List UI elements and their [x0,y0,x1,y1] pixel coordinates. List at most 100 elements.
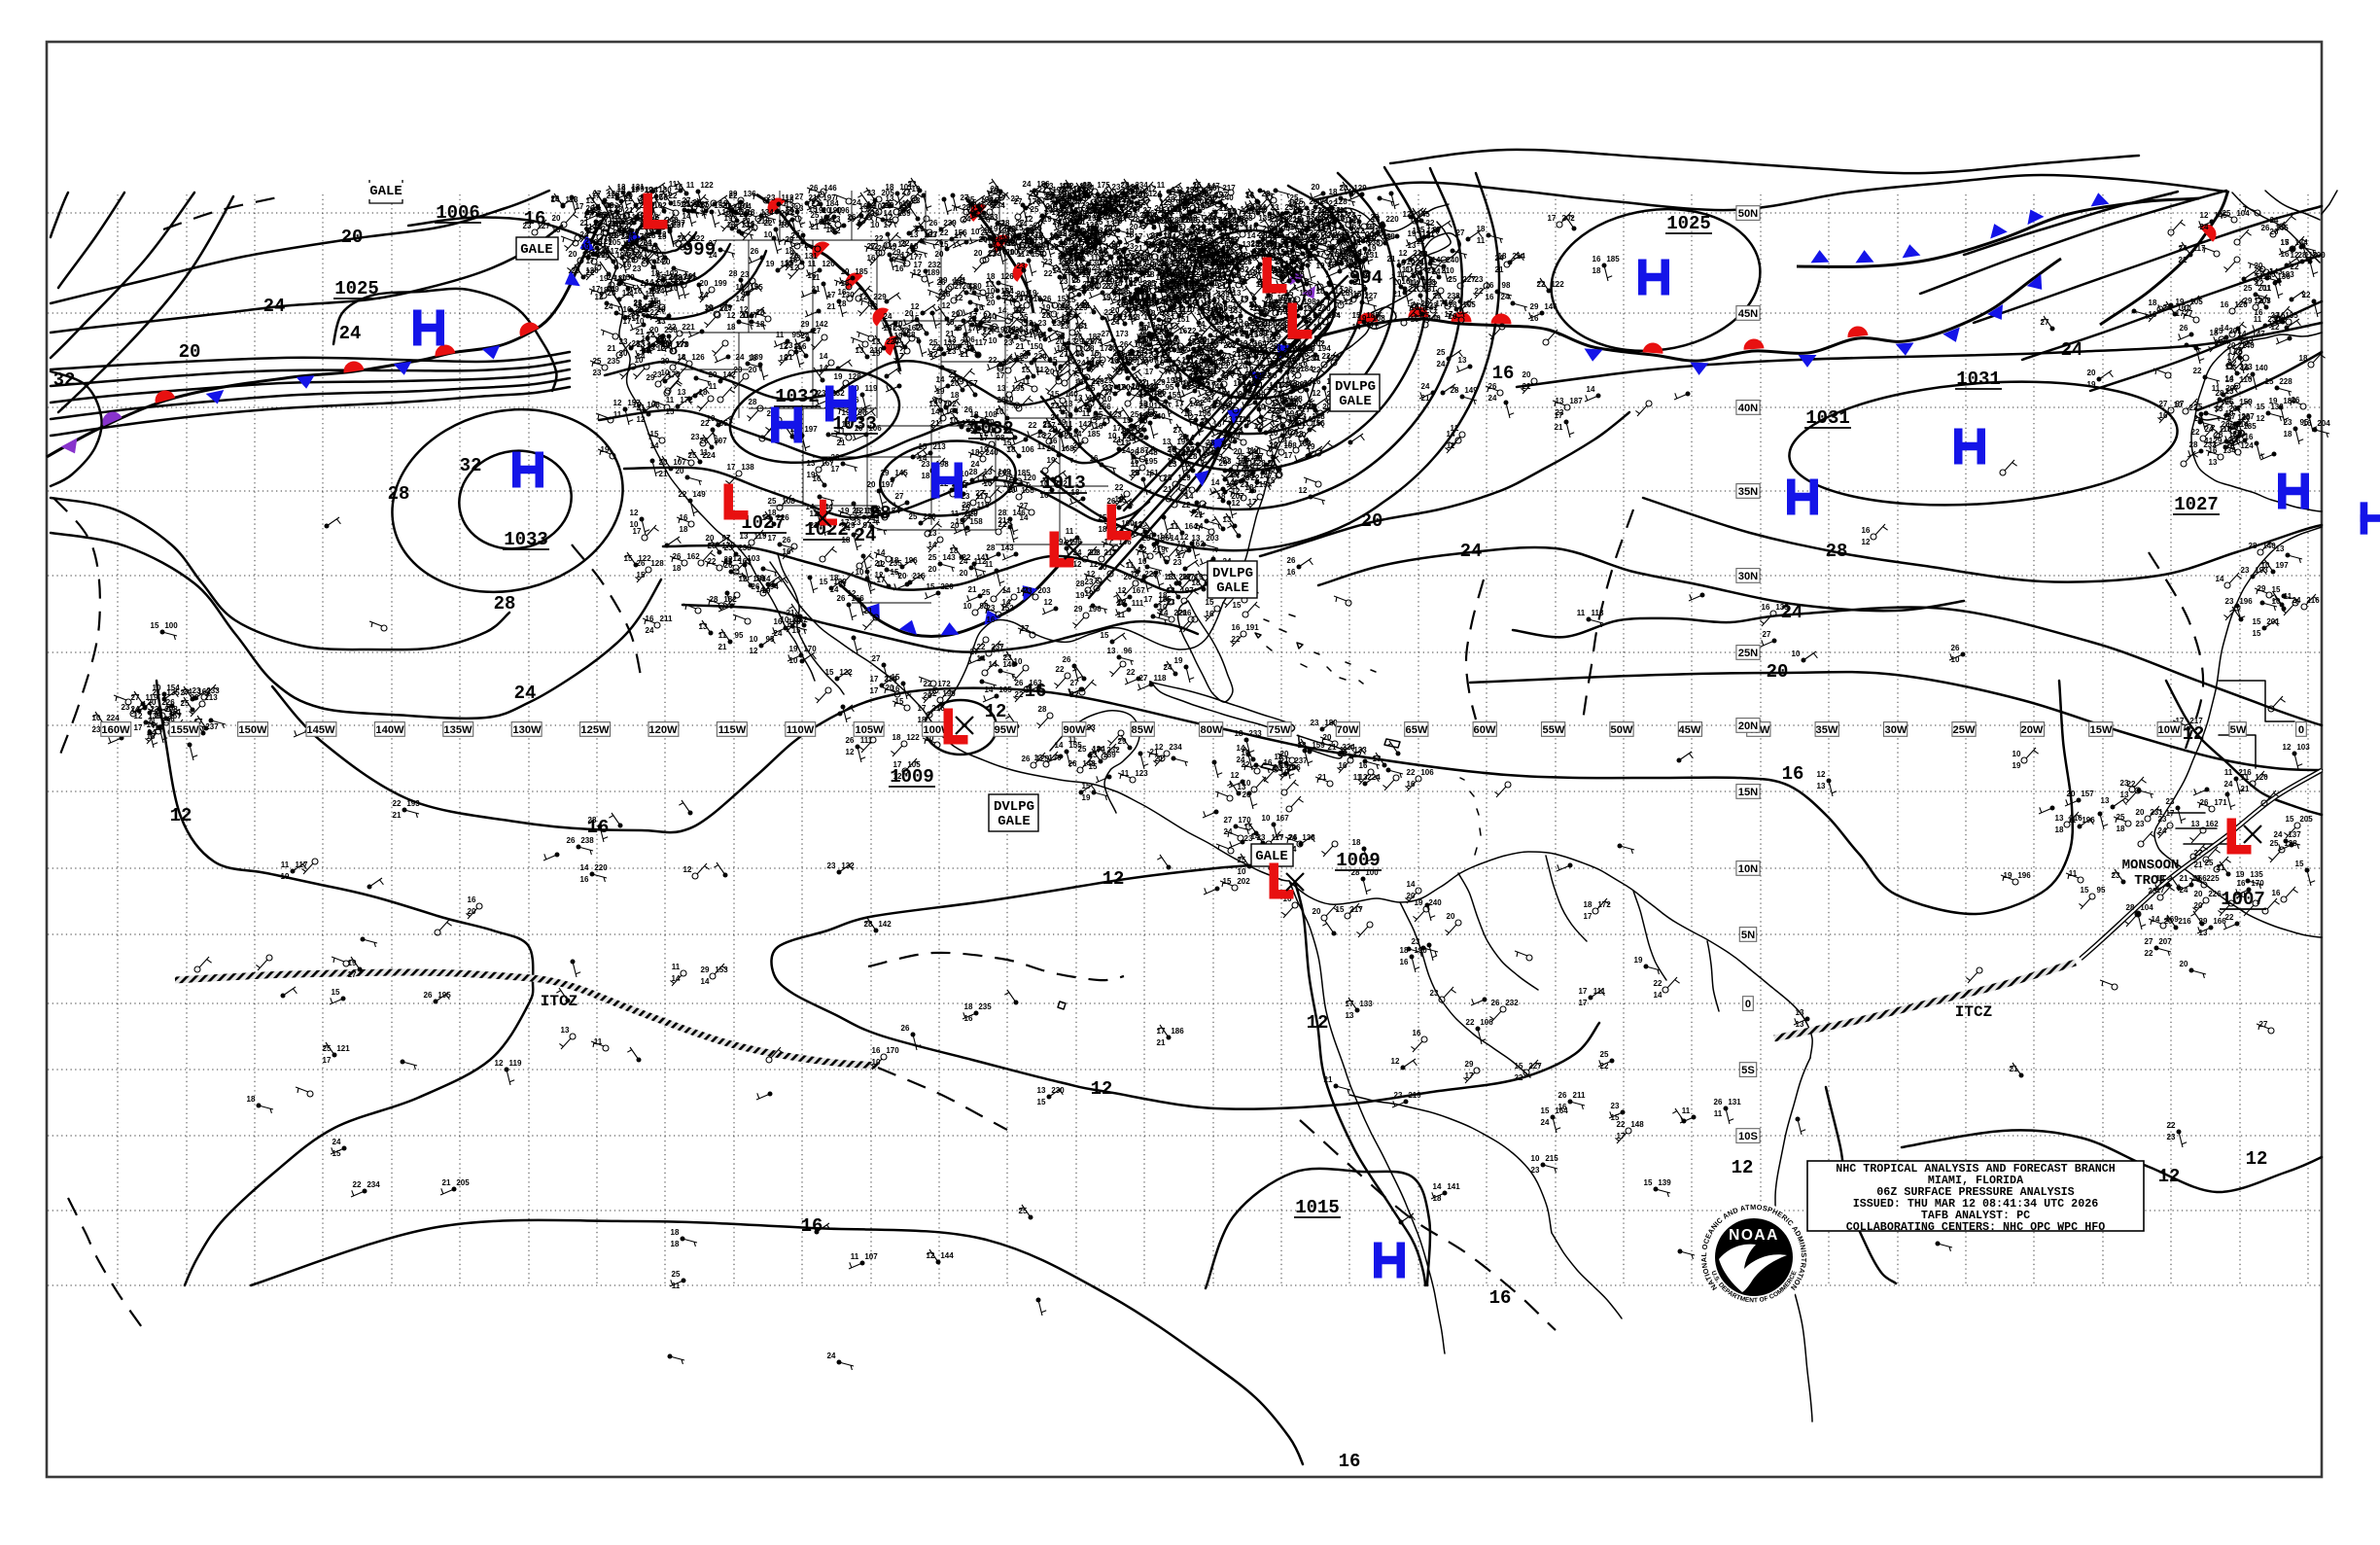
svg-text:18: 18 [1245,483,1254,492]
svg-text:105: 105 [1153,388,1167,397]
svg-text:25: 25 [811,211,820,220]
svg-text:14: 14 [1071,232,1080,241]
svg-text:13: 13 [1168,573,1176,581]
svg-text:12: 12 [1065,206,1073,215]
svg-text:11: 11 [594,1037,603,1046]
svg-text:12: 12 [664,273,673,282]
svg-text:141: 141 [1447,1182,1460,1191]
svg-text:19: 19 [670,272,679,281]
svg-text:217: 217 [1103,548,1117,557]
svg-text:1027: 1027 [2174,494,2219,515]
svg-text:186: 186 [1036,180,1050,189]
svg-text:234: 234 [1306,354,1319,363]
svg-text:133: 133 [1229,306,1242,315]
svg-text:28: 28 [864,920,873,929]
svg-text:116: 116 [952,278,964,287]
svg-text:20: 20 [1104,224,1113,232]
svg-text:161: 161 [1242,471,1256,479]
svg-text:221: 221 [682,323,695,332]
svg-text:11: 11 [1219,228,1228,236]
svg-text:11: 11 [2263,284,2272,293]
svg-text:16: 16 [2159,411,2168,420]
svg-text:15: 15 [1223,877,1232,886]
svg-text:14: 14 [931,407,940,416]
svg-text:120: 120 [1234,362,1247,370]
svg-text:173: 173 [1077,238,1091,247]
svg-text:14: 14 [1163,295,1172,303]
svg-text:129: 129 [1152,378,1166,387]
svg-text:17: 17 [592,192,601,200]
svg-text:16: 16 [895,264,904,273]
svg-text:19: 19 [1172,376,1181,385]
svg-text:221: 221 [1144,570,1158,579]
svg-text:223: 223 [1103,225,1117,233]
svg-text:236: 236 [1078,212,1092,221]
svg-text:29: 29 [1307,442,1315,451]
svg-text:25: 25 [1295,197,1304,206]
svg-text:222: 222 [1258,371,1272,380]
svg-text:19: 19 [608,231,616,240]
svg-text:12: 12 [911,302,920,311]
svg-text:23: 23 [2241,566,2250,575]
svg-text:136: 136 [1171,286,1184,295]
svg-text:11: 11 [2225,363,2234,371]
svg-text:25: 25 [768,497,777,506]
svg-text:215: 215 [1254,480,1268,489]
svg-text:10: 10 [1244,371,1253,380]
svg-text:20: 20 [1312,907,1321,916]
svg-text:211: 211 [1206,368,1218,376]
svg-text:25: 25 [1269,235,1278,244]
svg-text:237: 237 [1303,379,1316,388]
svg-text:20: 20 [928,565,937,574]
svg-text:10: 10 [826,226,835,234]
svg-text:14: 14 [1352,323,1361,332]
svg-text:19: 19 [1415,898,1423,907]
svg-text:152: 152 [1084,248,1098,257]
svg-text:234: 234 [1276,352,1289,361]
svg-text:22: 22 [1250,303,1259,312]
svg-text:228: 228 [1239,258,1252,266]
svg-text:124: 124 [1148,190,1162,198]
svg-text:11: 11 [1246,446,1255,455]
svg-text:14: 14 [551,195,560,204]
svg-text:149: 149 [1189,400,1203,408]
svg-text:228: 228 [1204,239,1217,248]
svg-text:12: 12 [1184,292,1193,300]
svg-text:19: 19 [1029,289,1037,298]
svg-text:29: 29 [2199,917,2208,926]
svg-text:27: 27 [624,241,633,250]
svg-text:24: 24 [855,525,877,546]
svg-text:24: 24 [1115,276,1124,285]
svg-text:11: 11 [1251,462,1260,471]
svg-text:21: 21 [811,223,820,231]
svg-text:95: 95 [2300,418,2309,427]
svg-text:12: 12 [683,865,692,874]
svg-text:196: 196 [2017,871,2031,880]
svg-text:23: 23 [867,189,876,197]
svg-text:116: 116 [788,617,801,626]
svg-text:10: 10 [990,187,998,195]
svg-text:13: 13 [872,337,881,346]
svg-text:16: 16 [1095,422,1103,431]
svg-text:12: 12 [1732,1157,1754,1178]
svg-text:223: 223 [2239,363,2253,371]
svg-text:11: 11 [700,448,709,457]
svg-text:15N: 15N [1738,787,1759,798]
svg-text:19: 19 [2087,380,2096,389]
svg-text:10: 10 [894,320,903,329]
svg-text:157: 157 [1161,240,1174,249]
svg-text:19: 19 [1065,305,1073,314]
svg-text:16: 16 [1065,411,1073,420]
svg-text:27: 27 [1138,378,1147,387]
svg-text:21: 21 [1195,510,1204,519]
svg-text:151: 151 [598,211,612,220]
svg-text:1006: 1006 [436,202,480,224]
svg-text:19: 19 [1073,197,1082,206]
svg-text:21: 21 [1421,394,1430,403]
svg-text:121: 121 [855,507,868,515]
svg-text:215: 215 [1272,248,1285,257]
svg-text:102: 102 [1145,215,1159,224]
svg-text:145: 145 [1303,415,1316,424]
svg-text:181: 181 [1074,322,1088,331]
svg-text:17: 17 [592,285,601,294]
